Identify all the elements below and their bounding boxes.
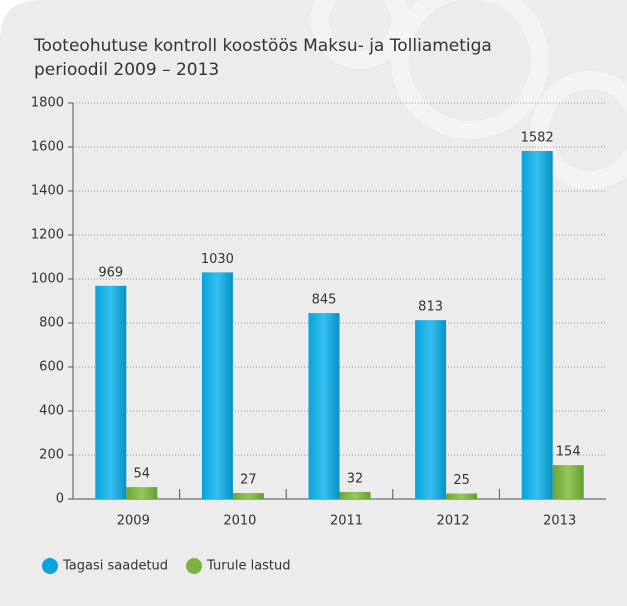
value-label: 54: [134, 467, 151, 482]
bar: [202, 272, 233, 499]
legend-label: Tagasi saadetud: [62, 559, 168, 574]
value-label: 1030: [201, 252, 234, 267]
chart-title: perioodil 2009 – 2013: [34, 60, 219, 80]
y-tick-label: 1800: [31, 96, 64, 111]
y-tick-label: 1200: [31, 228, 64, 243]
legend-marker: [42, 558, 58, 574]
y-tick-label: 400: [39, 404, 64, 419]
legend-label: Turule lastud: [206, 559, 290, 574]
value-label: 1582: [521, 130, 554, 145]
y-tick-label: 600: [39, 360, 64, 375]
y-tick-label: 0: [56, 492, 64, 507]
value-label: 25: [453, 473, 470, 488]
bar: [553, 465, 584, 499]
value-label: 154: [556, 445, 581, 460]
bar: [233, 493, 264, 499]
y-tick-label: 1400: [31, 184, 64, 199]
y-tick-label: 800: [39, 316, 64, 331]
value-label: 845: [312, 293, 337, 308]
x-tick-label: 2010: [223, 514, 256, 529]
x-tick-label: 2013: [543, 514, 576, 529]
chart-title: Tooteohutuse kontroll koostöös Maksu- ja…: [33, 36, 492, 56]
value-label: 969: [98, 265, 123, 280]
bar: [522, 151, 553, 499]
value-label: 813: [418, 300, 443, 315]
bar: [126, 487, 157, 499]
x-tick-label: 2009: [117, 514, 150, 529]
y-tick-label: 1600: [31, 140, 64, 155]
y-tick-label: 200: [39, 448, 64, 463]
legend-marker: [186, 558, 202, 574]
x-tick-label: 2012: [437, 514, 470, 529]
bar: [415, 320, 446, 499]
bar: [446, 494, 477, 500]
y-tick-label: 1000: [31, 272, 64, 287]
bar: [309, 313, 340, 499]
bar: [95, 286, 126, 499]
value-label: 27: [240, 473, 257, 488]
value-label: 32: [347, 471, 364, 486]
x-tick-label: 2011: [330, 514, 363, 529]
bar: [340, 492, 371, 499]
chart: Tooteohutuse kontroll koostöös Maksu- ja…: [0, 0, 627, 606]
